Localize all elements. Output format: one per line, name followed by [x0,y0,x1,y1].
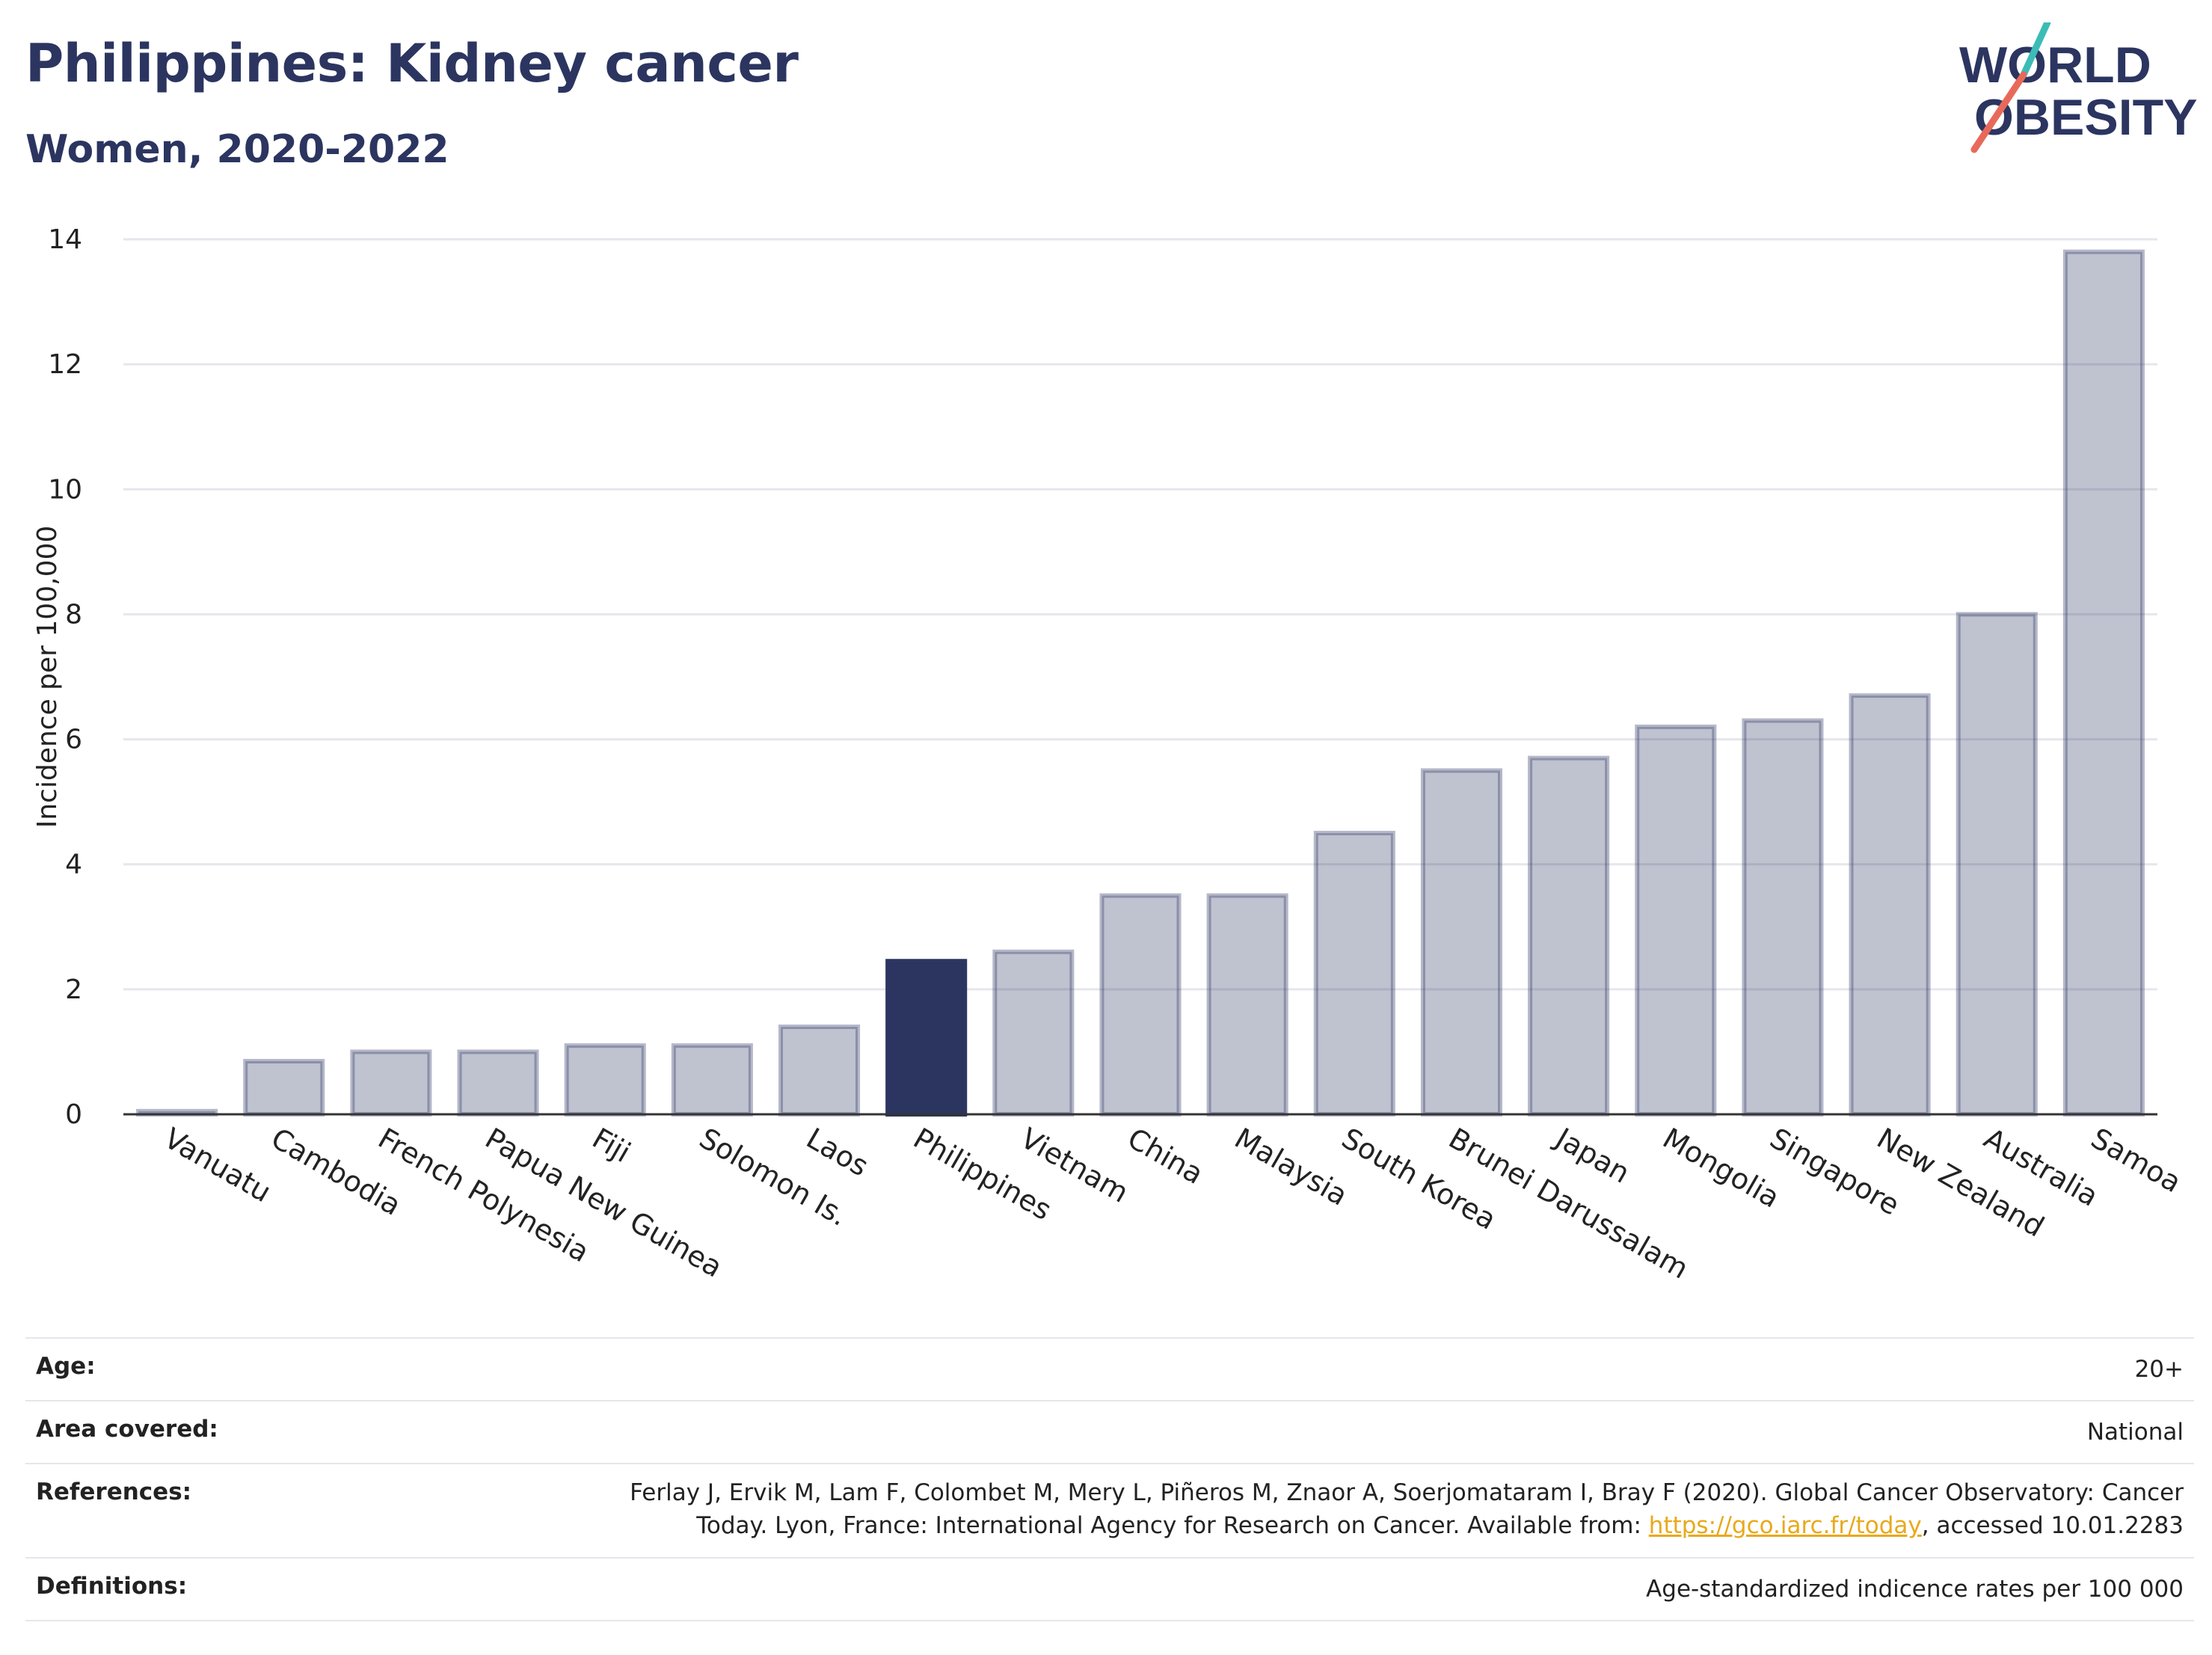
bar-south-korea [1313,830,1395,1117]
bar-malaysia [1206,893,1288,1117]
bar-papua-new-guinea [457,1049,539,1117]
bar-laos [778,1025,861,1117]
bar-australia [1956,612,2038,1117]
y-tick-label: 10 [48,474,82,505]
y-tick-labels: 0 2 4 6 8 10 12 14 [48,224,82,1130]
world-obesity-logo: WORLD OBESITY [1952,19,2199,157]
grid-lines [123,238,2157,991]
bar-french-polynesia [350,1049,432,1117]
references-line2-post: , accessed 10.01.2283 [1921,1512,2184,1539]
y-tick-label: 14 [48,224,82,255]
x-tick-label: Laos [801,1122,874,1183]
bar-cambodia [243,1058,325,1117]
references-line1: Ferlay J, Ervik M, Lam F, Colombet M, Me… [630,1479,2184,1506]
references-line2-pre: Today. Lyon, France: International Agenc… [696,1512,1649,1539]
area-label: Area covered: [36,1416,218,1443]
logo-teal-stroke [2020,19,2051,79]
page-subtitle: Women, 2020-2022 [25,127,449,172]
bars [136,249,2145,1117]
references-link[interactable]: https://gco.iarc.fr/today [1648,1512,1922,1539]
bar-chart: 0 2 4 6 8 10 12 14 Vanuatu Cambodia French Polyne… [0,194,2212,1316]
x-tick-label: Mongolia [1657,1122,1785,1215]
x-tick-label: China [1122,1122,1209,1191]
age-label: Age: [36,1353,96,1380]
bar-japan [1528,755,1610,1117]
age-value: 20+ [2134,1356,2184,1383]
bar-vietnam [992,949,1075,1117]
x-tick-label: Vanuatu [159,1122,277,1209]
bar-philippines [885,959,968,1117]
y-tick-label: 12 [48,349,82,380]
bar-singapore [1742,718,1824,1117]
logo-line1: WORLD [1959,37,2151,93]
y-tick-label: 8 [65,599,82,630]
info-row-age: Age: 20+ [25,1337,2194,1400]
bar-brunei-darussalam [1420,768,1503,1117]
y-tick-label: 4 [65,850,82,880]
x-tick-label: Malaysia [1229,1122,1354,1212]
bar-fiji [564,1043,646,1117]
references-label: References: [36,1479,192,1505]
y-tick-label: 0 [65,1099,82,1130]
bar-china [1099,893,1182,1117]
definitions-label: Definitions: [36,1573,188,1600]
x-tick-label: Japan [1549,1121,1635,1190]
bar-new-zealand [1849,693,1931,1117]
y-tick-label: 6 [65,725,82,755]
references-line2: Today. Lyon, France: International Agenc… [630,1509,2184,1542]
area-value: National [2086,1419,2184,1446]
info-row-area: Area covered: National [25,1400,2194,1463]
bar-samoa [2062,249,2145,1117]
y-axis-label: Incidence per 100,000 [32,526,63,829]
x-tick-label: Fiji [587,1122,636,1169]
logo-coral-stroke [1970,71,2027,153]
info-row-definitions: Definitions: Age-standardized indicence … [25,1557,2194,1621]
bar-solomon-is [671,1043,753,1117]
info-table: Age: 20+ Area covered: National Referenc… [25,1337,2194,1621]
page-title: Philippines: Kidney cancer [25,33,799,94]
references-value: Ferlay J, Ervik M, Lam F, Colombet M, Me… [630,1476,2184,1542]
definitions-value: Age-standardized indicence rates per 100… [1646,1576,2184,1603]
bar-mongolia [1635,724,1717,1117]
y-tick-label: 2 [65,974,82,1005]
info-row-references: References: Ferlay J, Ervik M, Lam F, Co… [25,1463,2194,1557]
